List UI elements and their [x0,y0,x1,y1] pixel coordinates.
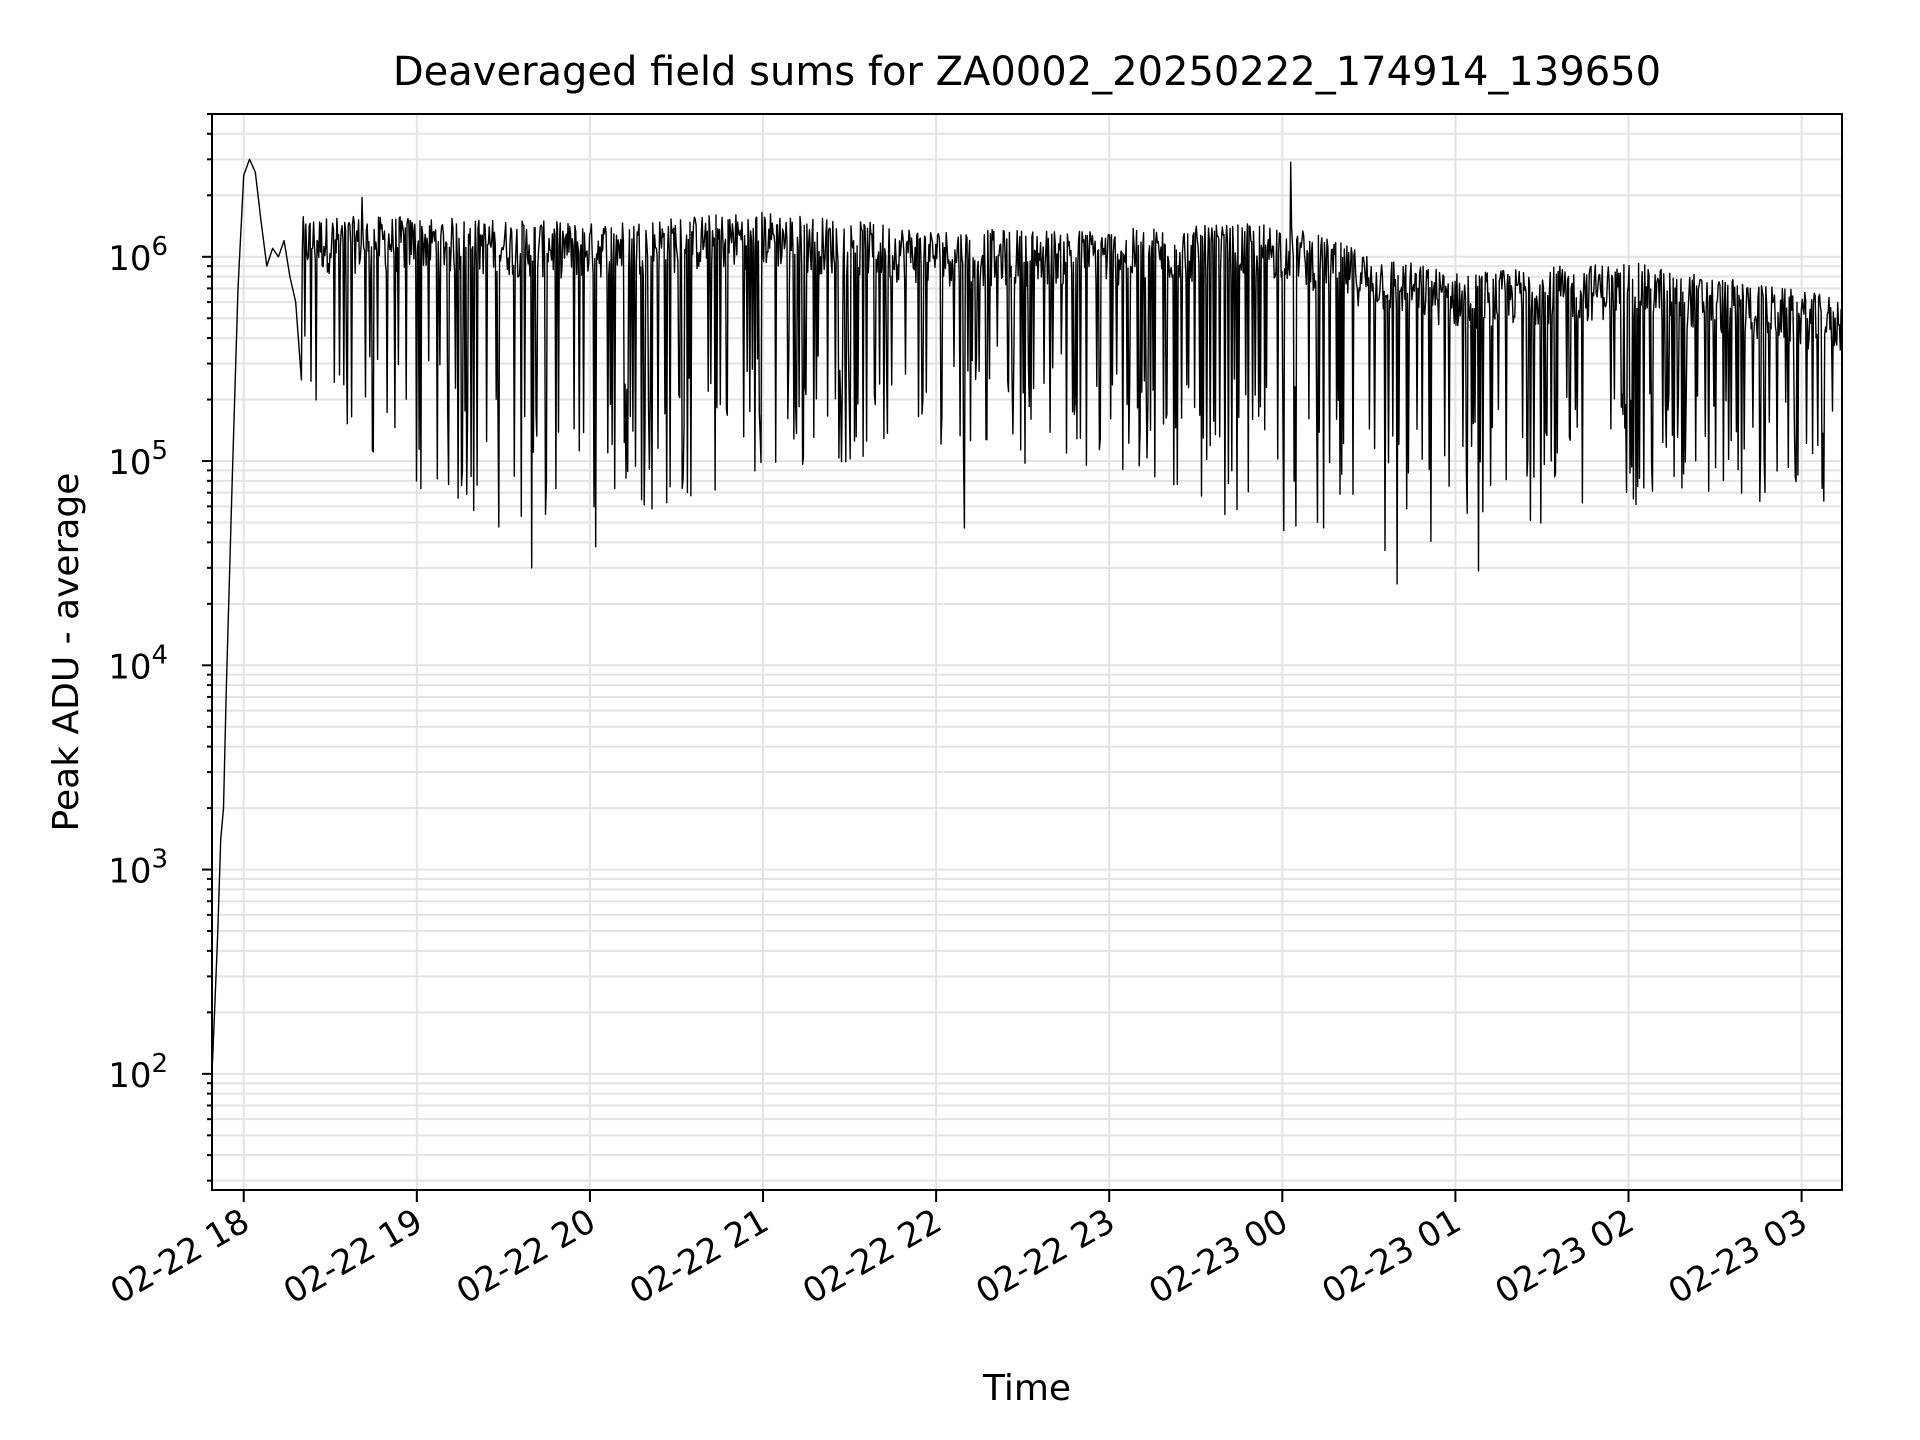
y-tick-label-base: 10 [108,1056,151,1096]
y-tick-label-base: 10 [108,239,151,279]
y-tick-label-base: 10 [108,443,151,483]
y-tick-label-exponent: 6 [151,232,168,262]
y-tick-label: 103 [108,845,168,892]
y-tick-label: 104 [108,640,168,687]
y-tick-label: 106 [108,232,168,279]
series-line [211,158,1843,1074]
line-layer [211,158,1843,1074]
y-tick-label-base: 10 [108,852,151,892]
y-tick-label: 105 [108,436,168,483]
chart-title: Deaveraged field sums for ZA0002_2025022… [393,49,1661,95]
x-axis-label: Time [982,1368,1071,1409]
y-tick-label-exponent: 3 [151,845,168,875]
y-tick-label-base: 10 [108,647,151,687]
y-tick-label-exponent: 2 [151,1049,168,1079]
y-axis-label: Peak ADU - average [46,473,87,832]
y-tick-label-exponent: 5 [151,436,168,466]
y-tick-label: 102 [108,1049,168,1096]
y-tick-label-exponent: 4 [151,640,168,670]
plot-frame [211,113,1843,1191]
